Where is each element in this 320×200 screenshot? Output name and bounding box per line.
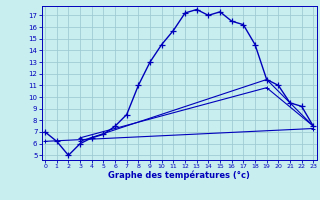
X-axis label: Graphe des températures (°c): Graphe des températures (°c) bbox=[108, 171, 250, 180]
